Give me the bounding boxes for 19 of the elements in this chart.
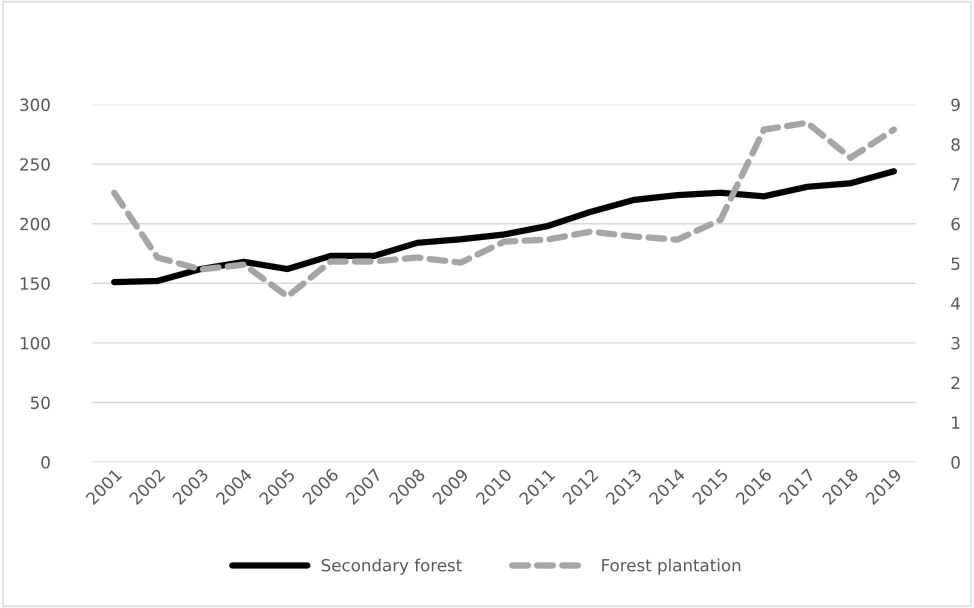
y2-tick-label: 7	[952, 178, 960, 190]
y-tick-label: 300	[20, 98, 50, 112]
y2-tick-label: 8	[951, 138, 960, 151]
legend-label: Forest plantation	[602, 558, 740, 575]
y-tick-label: 250	[20, 158, 50, 171]
y-tick-label: 150	[20, 277, 50, 290]
y-tick-label: 50	[30, 396, 50, 410]
y2-tick-label: 9	[951, 98, 960, 112]
y-tick-label: 200	[20, 218, 50, 230]
y-tick-label: 100	[20, 336, 50, 350]
y2-tick-label: 4	[951, 297, 960, 310]
y2-tick-label: 2	[952, 376, 960, 389]
y2-tick-label: 3	[952, 336, 960, 350]
y2-tick-label: 6	[951, 218, 960, 230]
y2-tick-label: 1	[952, 416, 960, 429]
y-tick-label: 0	[41, 456, 50, 469]
legend-label: Secondary forest	[322, 558, 462, 575]
y2-tick-label: 0	[951, 456, 960, 469]
y2-tick-label: 5	[952, 258, 960, 270]
